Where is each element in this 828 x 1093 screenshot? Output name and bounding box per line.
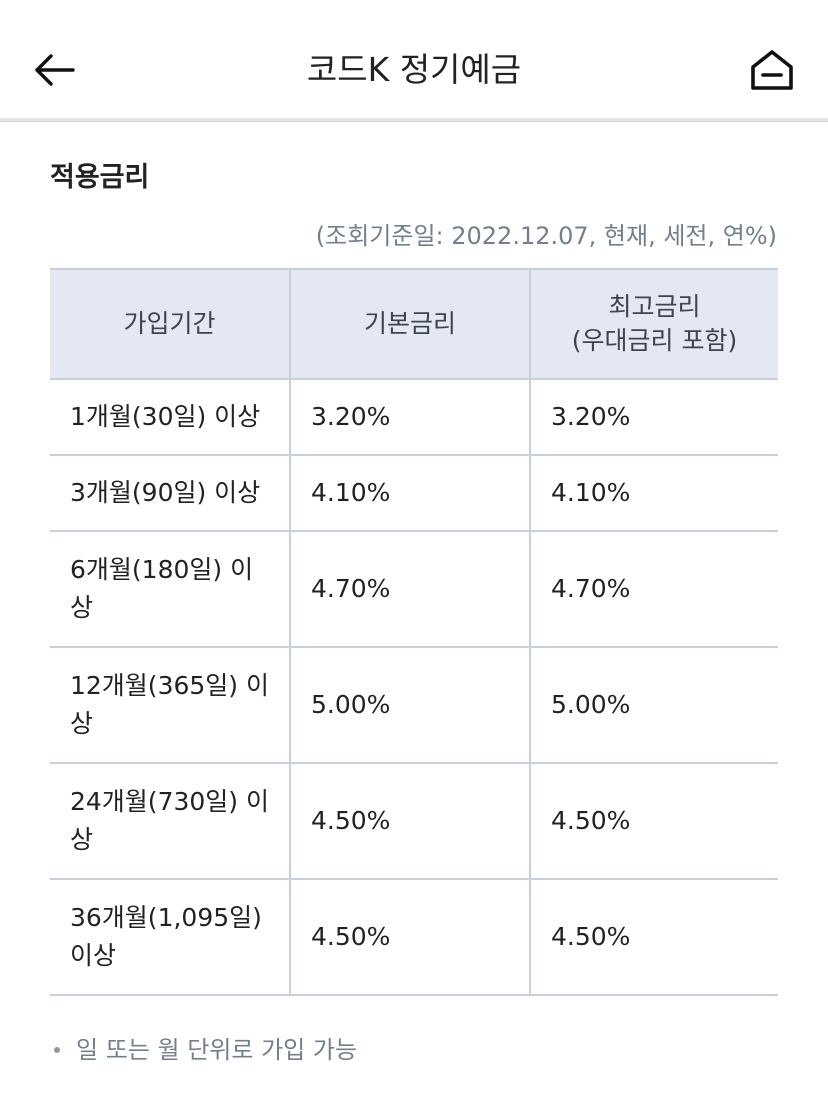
max-rate-cell: 4.50% xyxy=(529,763,778,880)
max-rate-cell: 4.10% xyxy=(529,455,778,532)
period-cell: 24개월(730일) 이상 xyxy=(50,763,290,880)
header-divider xyxy=(0,118,828,122)
max-rate-cell: 3.20% xyxy=(529,379,778,456)
table-row: 1개월(30일) 이상 3.20% 3.20% xyxy=(50,379,778,456)
table-row: 6개월(180일) 이상 4.70% 4.70% xyxy=(50,531,778,648)
note-text: 일 또는 월 단위로 가입 가능 xyxy=(76,1036,358,1064)
header-base-rate: 기본금리 xyxy=(289,268,530,380)
back-button[interactable] xyxy=(26,44,82,96)
period-cell: 12개월(365일) 이상 xyxy=(50,647,290,764)
max-rate-cell: 4.50% xyxy=(529,879,778,996)
base-rate-cell: 4.50% xyxy=(289,879,530,996)
period-cell: 1개월(30일) 이상 xyxy=(50,379,290,456)
page-title: 코드K 정기예금 xyxy=(306,50,522,89)
period-cell: 3개월(90일) 이상 xyxy=(50,455,290,532)
note-item: 일 또는 월 단위로 가입 가능 xyxy=(50,1032,357,1068)
section-title: 적용금리 xyxy=(50,162,150,193)
app-header: 코드K 정기예금 xyxy=(0,0,828,118)
base-rate-cell: 3.20% xyxy=(289,379,530,456)
interest-rate-table: 가입기간 기본금리 최고금리 (우대금리 포함) 1개월(30일) 이상 3.2… xyxy=(50,268,778,996)
max-rate-cell: 5.00% xyxy=(529,647,778,764)
bullet-icon xyxy=(54,1047,60,1053)
arrow-left-icon xyxy=(35,54,75,86)
table-row: 12개월(365일) 이상 5.00% 5.00% xyxy=(50,647,778,764)
table-header-row: 가입기간 기본금리 최고금리 (우대금리 포함) xyxy=(50,268,778,380)
home-button[interactable] xyxy=(744,42,800,98)
base-rate-cell: 4.50% xyxy=(289,763,530,880)
header-max-rate: 최고금리 (우대금리 포함) xyxy=(529,268,778,380)
header-max-rate-line1: 최고금리 xyxy=(608,292,701,321)
max-rate-cell: 4.70% xyxy=(529,531,778,648)
table-row: 36개월(1,095일) 이상 4.50% 4.50% xyxy=(50,879,778,996)
period-cell: 36개월(1,095일) 이상 xyxy=(50,879,290,996)
base-rate-cell: 4.10% xyxy=(289,455,530,532)
base-rate-cell: 4.70% xyxy=(289,531,530,648)
home-icon xyxy=(751,50,793,90)
period-cell: 6개월(180일) 이상 xyxy=(50,531,290,648)
table-row: 24개월(730일) 이상 4.50% 4.50% xyxy=(50,763,778,880)
table-row: 3개월(90일) 이상 4.10% 4.10% xyxy=(50,455,778,532)
header-max-rate-line2: (우대금리 포함) xyxy=(571,326,738,355)
query-date-text: (조회기준일: 2022.12.07, 현재, 세전, 연%) xyxy=(315,222,777,250)
header-period: 가입기간 xyxy=(50,268,290,380)
base-rate-cell: 5.00% xyxy=(289,647,530,764)
